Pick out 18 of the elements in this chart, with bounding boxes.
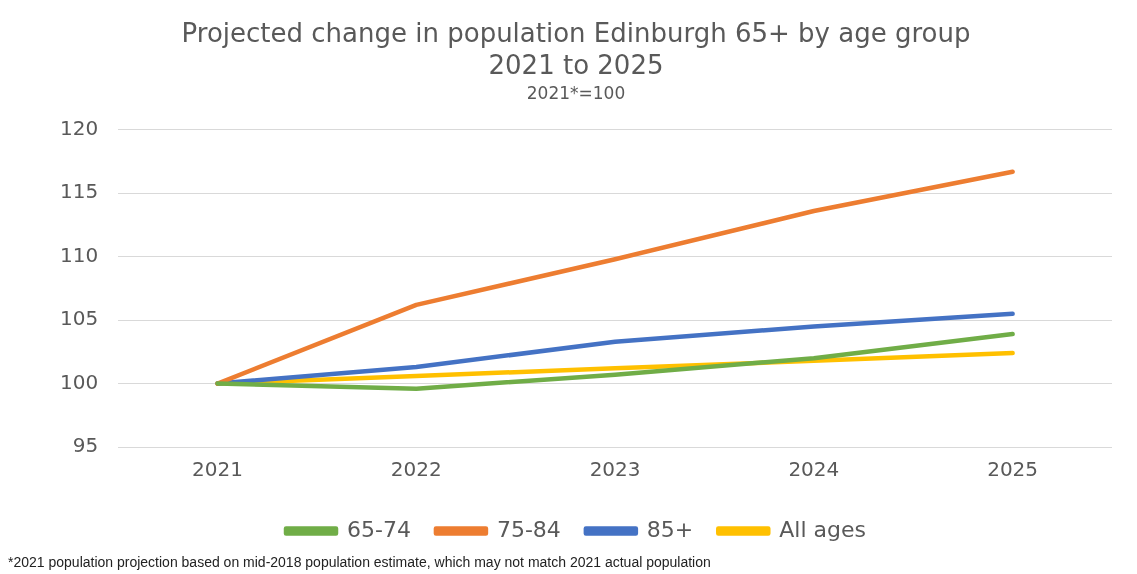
legend-label: 65-74 xyxy=(347,516,411,542)
y-tick-label: 110 xyxy=(59,242,99,267)
y-tick-label: 95 xyxy=(72,433,99,458)
text: *2021 population projection based on mid-2018 population estimate, which may not match 2021 actual population xyxy=(8,554,711,570)
chart-subtitle: 2021*=100 xyxy=(526,83,626,104)
x-tick-label: 2022 xyxy=(390,457,442,482)
y-tick-label: 120 xyxy=(59,116,99,140)
x-tick-label: 2024 xyxy=(788,457,840,482)
legend-label: 75-84 xyxy=(496,516,561,542)
chart-title: Projected change in population Edinburgh 65+ by age group 2021 to 2025 xyxy=(181,18,971,80)
x-tick-label: 2021 xyxy=(192,457,244,482)
y-tick-label: 105 xyxy=(59,306,99,331)
y-tick-label: 115 xyxy=(59,179,99,204)
x-tick-label: 2025 xyxy=(987,457,1039,482)
x-tick-label: 2023 xyxy=(589,457,641,482)
legend-label: 85+ xyxy=(646,516,694,542)
legend-label: All ages xyxy=(779,516,866,542)
y-tick-label: 100 xyxy=(59,369,99,394)
